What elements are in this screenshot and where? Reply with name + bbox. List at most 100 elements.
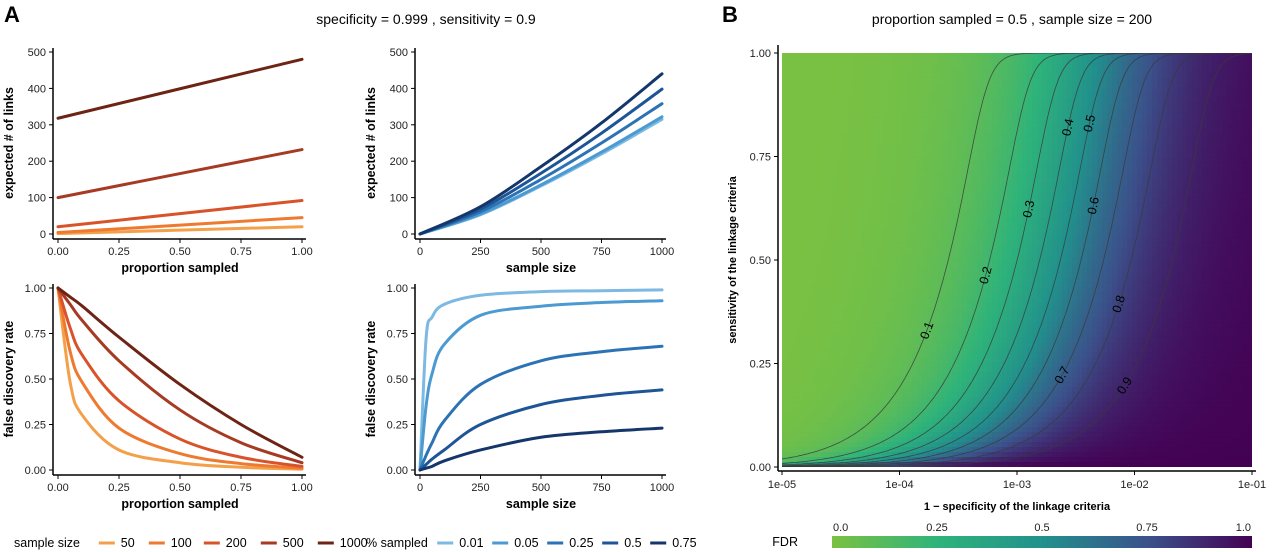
heatmap-cell [902, 252, 908, 259]
heatmap-cell [982, 107, 988, 114]
heatmap-cell [817, 152, 823, 159]
heatmap-cell [942, 232, 948, 239]
heatmap-cell [832, 362, 838, 368]
heatmap-cell [842, 262, 848, 269]
heatmap-cell [847, 137, 853, 144]
heatmap-cell [987, 77, 993, 84]
heatmap-cell [847, 242, 853, 249]
heatmap-cell [1067, 362, 1073, 368]
heatmap-cell [1017, 457, 1023, 463]
heatmap-cell [812, 277, 818, 284]
heatmap-cell [1022, 192, 1028, 199]
heatmap-cell [877, 172, 883, 179]
heatmap-cell [1037, 267, 1043, 274]
heatmap-cell [902, 357, 908, 363]
heatmap-cell [1012, 82, 1018, 89]
heatmap-cell [962, 412, 968, 418]
heatmap-cell [937, 342, 943, 348]
heatmap-cell [907, 102, 913, 109]
heatmap-cell [1007, 412, 1013, 418]
heatmap-cell [837, 357, 843, 363]
heatmap-cell [922, 237, 928, 244]
heatmap-cell [892, 53, 898, 59]
heatmap-cell [927, 182, 933, 189]
heatmap-cell [822, 407, 828, 413]
heatmap-cell [912, 417, 918, 423]
heatmap-cell [857, 407, 863, 413]
heatmap-cell [952, 152, 958, 159]
heatmap-cell [877, 187, 883, 194]
heatmap-cell [932, 257, 938, 264]
heatmap-cell [1047, 177, 1053, 184]
heatmap-cell [912, 322, 918, 328]
heatmap-cell [782, 277, 788, 284]
heatmap-cell [792, 197, 798, 204]
heatmap-cell [822, 302, 828, 308]
heatmap-cell [812, 172, 818, 179]
heatmap-cell [987, 457, 993, 463]
heatmap-cell [1037, 117, 1043, 124]
heatmap-cell [882, 307, 888, 313]
heatmap-cell [942, 422, 948, 428]
heatmap-cell [882, 82, 888, 89]
heatmap-cell [927, 277, 933, 284]
heatmap-cell [897, 347, 903, 353]
heatmap-cell [927, 97, 933, 104]
heatmap-cell [867, 332, 873, 338]
heatmap-cell [782, 122, 788, 129]
heatmap-cell [847, 302, 853, 308]
heatmap-cell [817, 162, 823, 169]
heatmap-cell [917, 462, 923, 467]
heatmap-cell [812, 312, 818, 318]
heatmap-cell [987, 167, 993, 174]
heatmap-cell [987, 297, 993, 303]
heatmap-cell [972, 127, 978, 134]
heatmap-cell [797, 157, 803, 164]
heatmap-cell [1042, 117, 1048, 124]
heatmap-cell [827, 422, 833, 428]
heatmap-cell [822, 437, 828, 443]
heatmap-cell [847, 412, 853, 418]
heatmap-cell [1012, 317, 1018, 323]
heatmap-cell [1037, 187, 1043, 194]
heatmap-cell [982, 117, 988, 124]
heatmap-cell [927, 137, 933, 144]
heatmap-cell [887, 272, 893, 279]
heatmap-cell [812, 232, 818, 239]
heatmap-cell [1022, 57, 1028, 64]
heatmap-cell [1027, 342, 1033, 348]
heatmap-cell [967, 367, 973, 373]
heatmap-cell [837, 452, 843, 458]
heatmap-cell [812, 247, 818, 254]
heatmap-cell [972, 402, 978, 408]
heatmap-cell [867, 297, 873, 303]
heatmap-cell [1052, 162, 1058, 169]
heatmap-cell [962, 387, 968, 393]
heatmap-cell [977, 242, 983, 249]
heatmap-cell [1072, 132, 1078, 139]
heatmap-cell [882, 187, 888, 194]
heatmap-cell [942, 237, 948, 244]
heatmap-cell [1017, 392, 1023, 398]
heatmap-cell [892, 302, 898, 308]
heatmap-cell [832, 87, 838, 94]
heatmap-cell [957, 417, 963, 423]
heatmap-cell [817, 442, 823, 448]
heatmap-cell [1047, 387, 1053, 393]
heatmap-cell [1057, 92, 1063, 99]
heatmap-cell [942, 182, 948, 189]
heatmap-cell [1012, 327, 1018, 333]
heatmap-cell [882, 447, 888, 453]
chart-fdr-heatmap: 0.10.20.30.4 0.50.60.70.80.9 0.000.250.50… [727, 45, 1266, 513]
heatmap-cell [997, 292, 1003, 299]
heatmap-cell [1042, 267, 1048, 274]
heatmap-cell [1062, 322, 1068, 328]
heatmap-cell [1042, 292, 1048, 299]
heatmap-cell [882, 177, 888, 184]
x-tick-label: 0.25 [108, 246, 129, 258]
heatmap-cell [822, 372, 828, 378]
heatmap-cell [862, 292, 868, 299]
heatmap-cell [852, 67, 858, 74]
heatmap-cell [807, 117, 813, 124]
heatmap-cell [887, 72, 893, 79]
